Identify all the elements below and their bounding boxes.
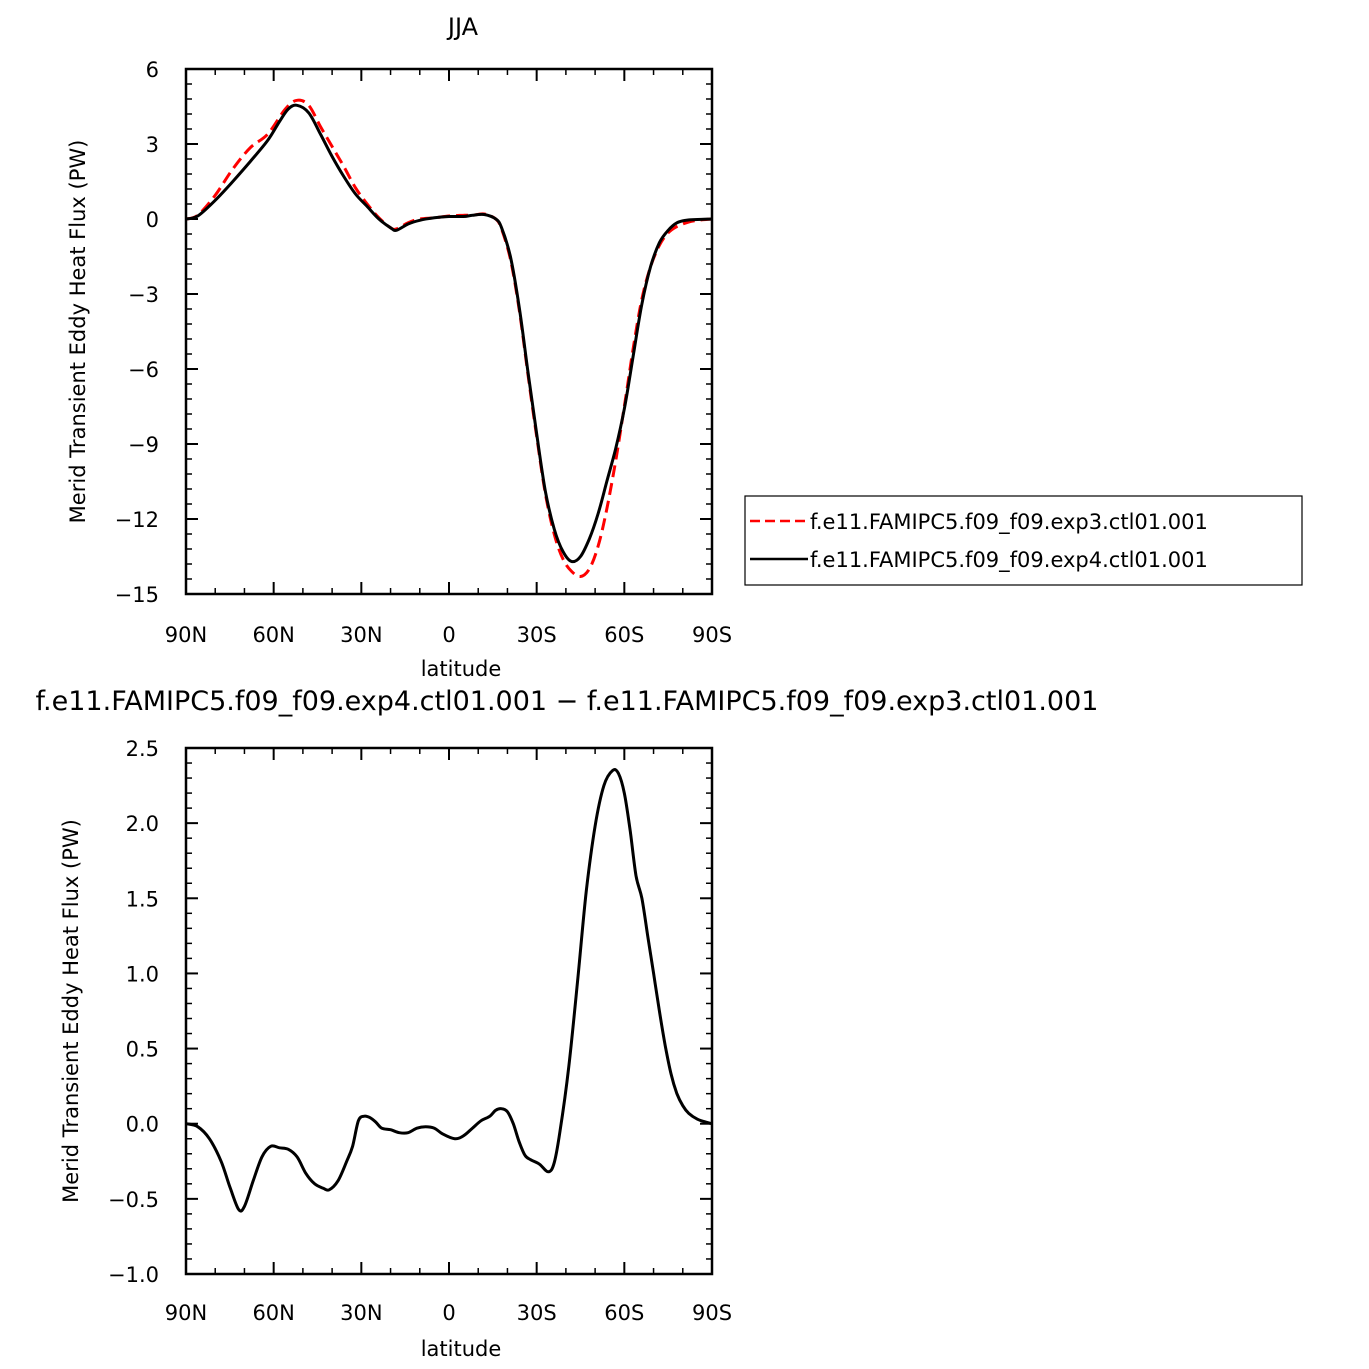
x-tick-label: 60N — [252, 623, 294, 647]
top-series-line-1 — [185, 103, 713, 564]
y-tick-label: 0.0 — [126, 1113, 159, 1137]
bottom-series-line-0 — [185, 768, 713, 1213]
y-tick-label: 2.0 — [126, 812, 159, 836]
x-tick-label: 30S — [517, 623, 557, 647]
y-tick-label: 0 — [146, 208, 159, 232]
bottom-chart-y-axis-label: Merid Transient Eddy Heat Flux (PW) — [59, 819, 83, 1203]
y-tick-label: −6 — [128, 358, 159, 382]
x-tick-label: 0 — [442, 623, 455, 647]
legend-label-exp4: f.e11.FAMIPC5.f09_f09.exp4.ctl01.001 — [810, 548, 1208, 573]
top-chart-series-lines — [185, 98, 713, 579]
y-tick-label: 6 — [146, 58, 159, 82]
x-tick-label: 90S — [692, 623, 732, 647]
y-tick-label: −1.0 — [108, 1263, 159, 1287]
top-chart-x-axis-label: latitude — [421, 657, 502, 681]
x-tick-label: 0 — [442, 1301, 455, 1325]
bottom-chart-x-axis-label: latitude — [421, 1337, 502, 1361]
bottom-chart-title: f.e11.FAMIPC5.f09_f09.exp4.ctl01.001 − f… — [36, 686, 1099, 717]
legend-label-exp3: f.e11.FAMIPC5.f09_f09.exp3.ctl01.001 — [810, 510, 1208, 535]
y-tick-label: −15 — [115, 583, 159, 607]
y-tick-label: −12 — [115, 508, 159, 532]
y-tick-label: −3 — [128, 283, 159, 307]
x-tick-label: 90S — [692, 1301, 732, 1325]
top-chart-y-axis-label: Merid Transient Eddy Heat Flux (PW) — [66, 140, 90, 524]
legend-box — [744, 495, 1303, 586]
x-tick-label: 90N — [165, 1301, 207, 1325]
x-tick-label: 60S — [604, 1301, 644, 1325]
top-chart-ticks: 90N 60N 30N 0 30S 60S 90S 6 3 0 −3 −6 −9 −12 −15 — [115, 58, 732, 647]
y-tick-label: 1.0 — [126, 962, 159, 986]
x-tick-label: 30S — [517, 1301, 557, 1325]
y-tick-label: 2.5 — [126, 737, 159, 761]
bottom-chart-series-lines — [185, 768, 713, 1213]
y-tick-label: 3 — [146, 133, 159, 157]
bottom-chart-ticks: 90N 60N 30N 0 30S 60S 90S 2.5 2.0 1.5 1.0 0.5 0.0 −0.… — [108, 737, 732, 1325]
bottom-chart-panel: f.e11.FAMIPC5.f09_f09.exp4.ctl01.001 − f… — [36, 686, 1099, 1361]
top-chart-legend: f.e11.FAMIPC5.f09_f09.exp3.ctl01.001 f.e… — [744, 495, 1303, 586]
x-tick-label: 60S — [604, 623, 644, 647]
top-series-line-0 — [185, 98, 713, 579]
x-tick-label: 60N — [252, 1301, 294, 1325]
top-chart-panel: JJA Merid Transient Eddy Heat Flux (PW) … — [66, 13, 732, 681]
bottom-chart-plot-frame — [184, 746, 714, 1276]
top-chart-title: JJA — [446, 13, 479, 41]
x-tick-label: 90N — [165, 623, 207, 647]
top-chart-plot-frame — [184, 67, 714, 596]
x-tick-label: 30N — [340, 623, 382, 647]
y-tick-label: −0.5 — [108, 1188, 159, 1212]
x-tick-label: 30N — [340, 1301, 382, 1325]
y-tick-label: 1.5 — [126, 887, 159, 911]
y-tick-label: 0.5 — [126, 1038, 159, 1062]
y-tick-label: −9 — [128, 433, 159, 457]
